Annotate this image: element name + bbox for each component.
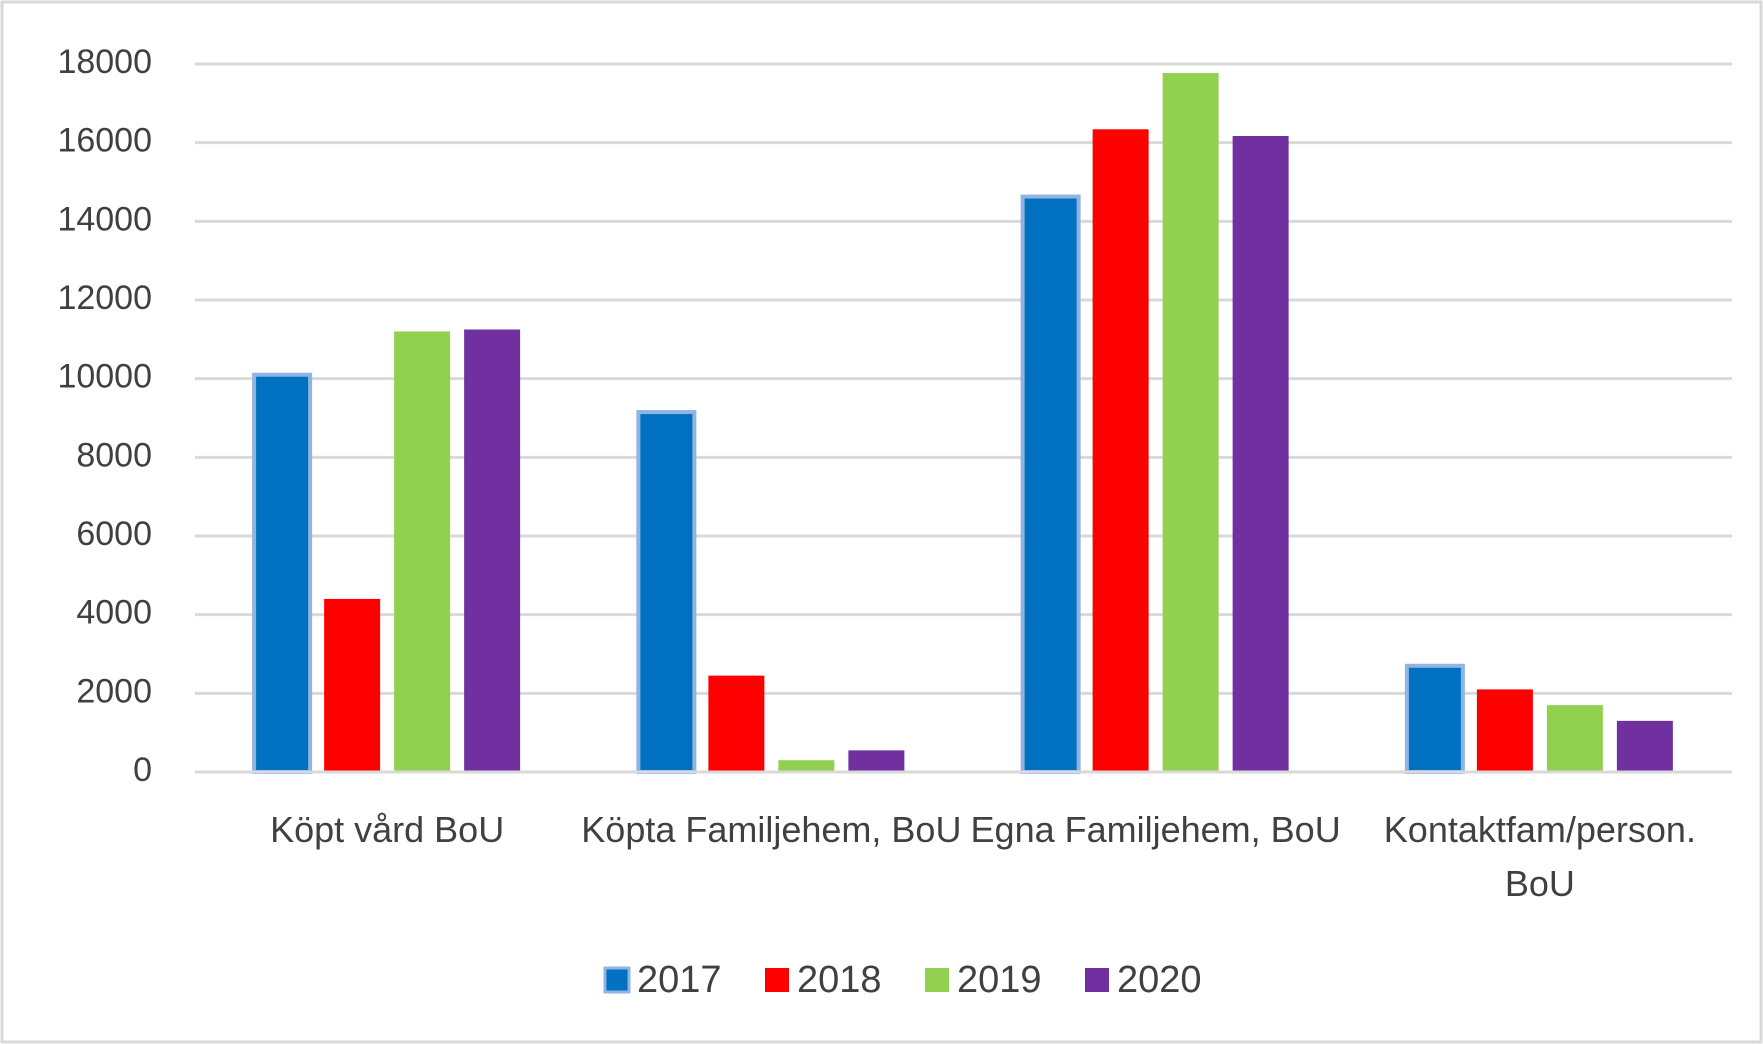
legend-label: 2020 xyxy=(1117,959,1202,1001)
bar xyxy=(778,760,835,772)
y-tick-label: 4000 xyxy=(76,594,152,632)
bar xyxy=(394,331,451,772)
bar xyxy=(708,675,765,772)
bar xyxy=(1162,73,1219,772)
y-tick-label: 6000 xyxy=(76,515,152,553)
y-tick-label: 0 xyxy=(133,751,152,789)
bar xyxy=(324,598,381,772)
y-tick-label: 14000 xyxy=(57,200,152,238)
legend-swatch xyxy=(603,966,631,994)
legend-label: 2019 xyxy=(957,959,1042,1001)
bar xyxy=(252,372,313,774)
bar xyxy=(1020,194,1081,774)
bar xyxy=(1476,689,1533,772)
bar xyxy=(1404,663,1465,774)
bar xyxy=(1616,720,1673,772)
bar xyxy=(848,750,905,772)
y-tick-label: 12000 xyxy=(57,279,152,317)
legend-label: 2017 xyxy=(637,959,722,1001)
legend-swatch xyxy=(925,968,949,992)
bar xyxy=(464,329,521,772)
y-tick-label: 8000 xyxy=(76,436,152,474)
x-tick-label: Köpt vård BoU xyxy=(270,809,505,850)
x-tick-label: Kontaktfam/person. BoU xyxy=(1383,809,1696,904)
legend-swatch xyxy=(1085,968,1109,992)
y-tick-label: 16000 xyxy=(57,122,152,160)
y-tick-label: 18000 xyxy=(57,43,152,81)
x-tick-label: Köpta Familjehem, BoU xyxy=(581,809,962,850)
bar xyxy=(636,410,697,774)
legend-swatch xyxy=(765,968,789,992)
x-tick-label: Egna Familjehem, BoU xyxy=(970,809,1341,850)
legend-label: 2018 xyxy=(797,959,882,1001)
bar xyxy=(1232,135,1289,773)
bar xyxy=(1546,705,1603,772)
y-tick-label: 10000 xyxy=(57,358,152,396)
bar xyxy=(1092,129,1149,772)
y-tick-label: 2000 xyxy=(76,672,152,710)
